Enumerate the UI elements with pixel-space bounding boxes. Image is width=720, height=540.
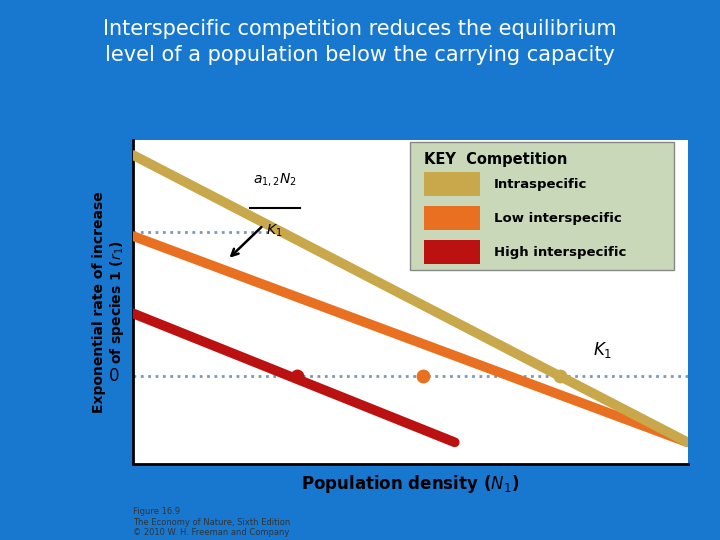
Text: $K_1$: $K_1$ bbox=[266, 223, 283, 239]
X-axis label: Population density ($N_1$): Population density ($N_1$) bbox=[301, 472, 520, 495]
Text: Low interspecific: Low interspecific bbox=[494, 212, 621, 225]
Text: Interspecific competition reduces the equilibrium
level of a population below th: Interspecific competition reduces the eq… bbox=[103, 19, 617, 65]
FancyBboxPatch shape bbox=[410, 142, 674, 270]
Text: Intraspecific: Intraspecific bbox=[494, 178, 587, 191]
Text: $K_1$: $K_1$ bbox=[593, 340, 613, 360]
FancyBboxPatch shape bbox=[424, 172, 480, 196]
FancyBboxPatch shape bbox=[424, 240, 480, 264]
FancyBboxPatch shape bbox=[424, 206, 480, 230]
Text: $a_{1,2}N_2$: $a_{1,2}N_2$ bbox=[253, 171, 297, 188]
Text: High interspecific: High interspecific bbox=[494, 246, 626, 259]
Text: KEY  Competition: KEY Competition bbox=[424, 152, 567, 167]
Text: Figure 16.9
The Economy of Nature, Sixth Edition
© 2010 W. H. Freeman and Compan: Figure 16.9 The Economy of Nature, Sixth… bbox=[133, 508, 290, 537]
Text: 0: 0 bbox=[109, 367, 120, 385]
Y-axis label: Exponential rate of increase
of species 1 ($r_1$): Exponential rate of increase of species … bbox=[91, 192, 126, 413]
